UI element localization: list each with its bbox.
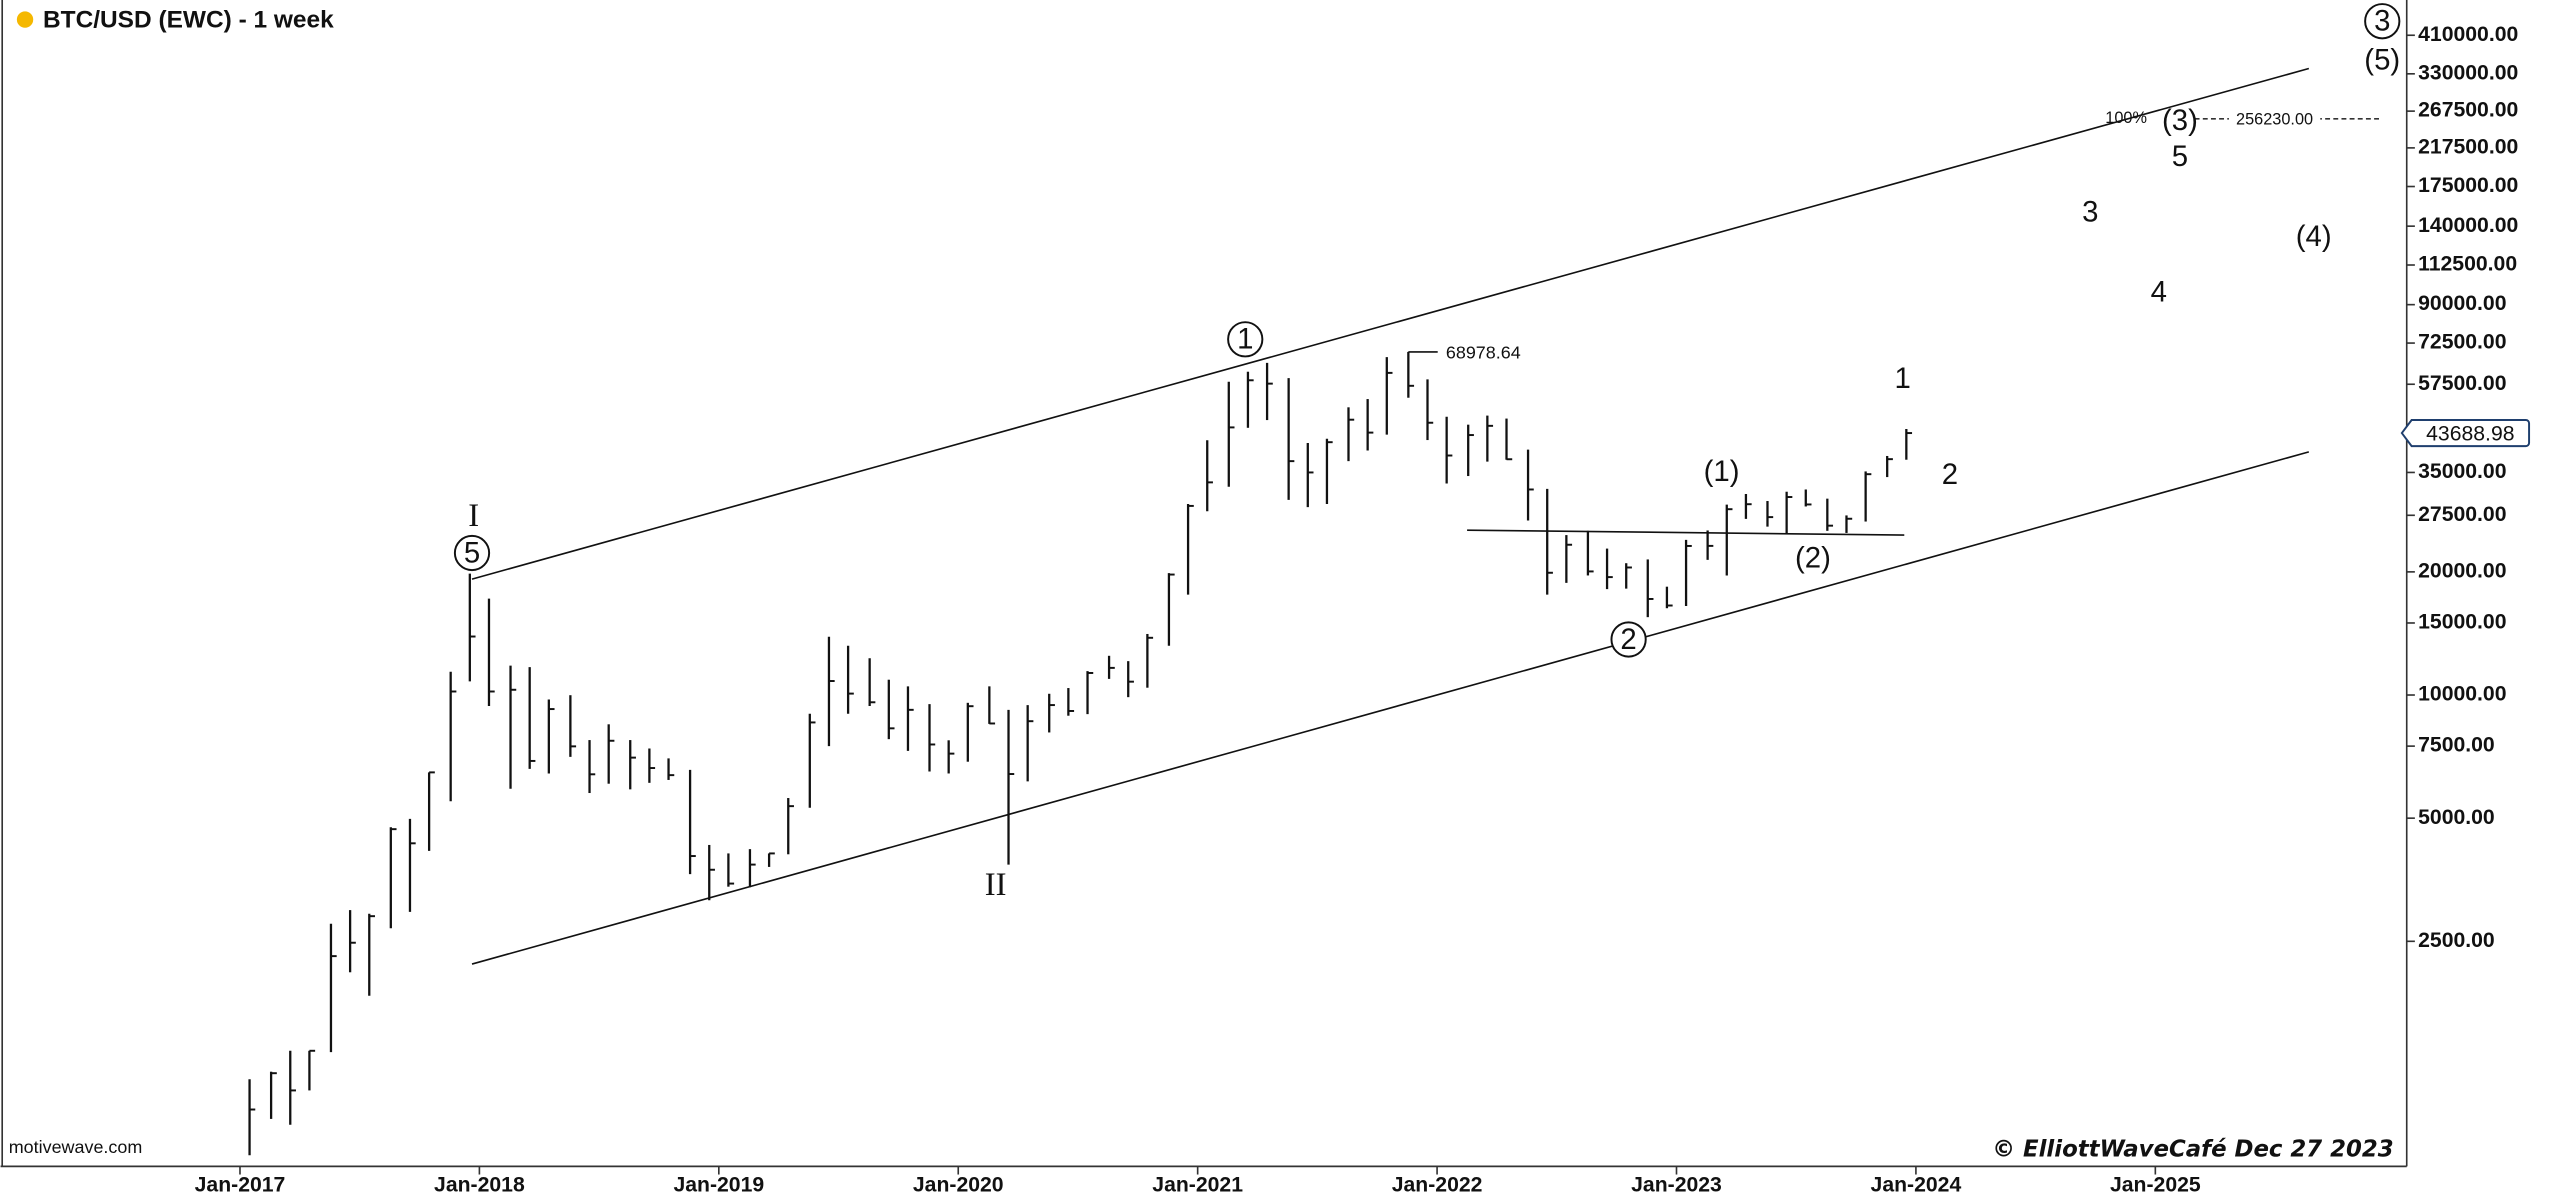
wave-label: (4) <box>2296 220 2332 253</box>
y-tick-label: 15000.00 <box>2418 611 2506 634</box>
wave-label: 2 <box>1942 458 1958 491</box>
wave-label: (3) <box>2162 104 2198 137</box>
y-tick-label: 217500.00 <box>2418 135 2518 158</box>
y-tick-label: 267500.00 <box>2418 99 2518 122</box>
x-tick-label: Jan-2019 <box>673 1174 764 1197</box>
x-tick-label: Jan-2017 <box>195 1174 286 1197</box>
target-label: 256230.00 <box>2236 111 2313 129</box>
y-tick-label: 35000.00 <box>2418 460 2506 483</box>
last-price-label: 43688.98 <box>2426 422 2514 445</box>
y-tick-label: 10000.00 <box>2418 683 2506 706</box>
wave-label: 4 <box>2151 275 2167 308</box>
x-tick-label: Jan-2020 <box>913 1174 1004 1197</box>
wave-label: 5 <box>2172 140 2188 173</box>
wave-label: 3 <box>2082 195 2098 228</box>
wave-label: (1) <box>1704 455 1740 488</box>
y-tick-label: 57500.00 <box>2418 372 2506 395</box>
y-tick-label: 175000.00 <box>2418 174 2518 197</box>
wave-label: 2 <box>1620 623 1636 656</box>
wave-label: 1 <box>1894 362 1910 395</box>
y-tick-label: 2500.00 <box>2418 929 2495 952</box>
wave-label: 5 <box>464 536 480 569</box>
y-tick-label: 20000.00 <box>2418 559 2506 582</box>
y-tick-label: 330000.00 <box>2418 61 2518 84</box>
wave-label: (2) <box>1795 541 1831 574</box>
lower-channel-line <box>471 451 2310 965</box>
x-tick-label: Jan-2024 <box>1871 1174 1962 1197</box>
chart-title: BTC/USD (EWC) - 1 week <box>43 7 334 34</box>
source-label: motivewave.com <box>9 1137 143 1157</box>
x-tick-label: Jan-2021 <box>1152 1174 1243 1197</box>
wave-label: (5) <box>2364 44 2400 77</box>
x-tick-label: Jan-2022 <box>1392 1174 1483 1197</box>
footer-credit: © ElliottWaveCafé Dec 27 2023 <box>1992 1137 2393 1163</box>
wave-circle <box>1227 321 1264 358</box>
wave-circle <box>2364 3 2401 40</box>
x-tick-label: Jan-2023 <box>1631 1174 1722 1197</box>
y-tick-label: 90000.00 <box>2418 292 2506 315</box>
wave-circle <box>1610 621 1647 658</box>
x-tick-label: Jan-2018 <box>434 1174 525 1197</box>
y-tick-label: 72500.00 <box>2418 331 2506 354</box>
y-tick-label: 410000.00 <box>2418 23 2518 46</box>
y-tick-label: 5000.00 <box>2418 806 2495 829</box>
target-percent: 100% <box>2105 109 2147 127</box>
support-line <box>1467 529 1905 536</box>
y-tick-label: 140000.00 <box>2418 214 2518 237</box>
y-tick-label: 112500.00 <box>2418 253 2517 276</box>
target-label-bg <box>2228 107 2321 131</box>
y-tick-label: 7500.00 <box>2418 734 2495 757</box>
wave-label: I <box>468 498 479 534</box>
wave-circle <box>453 534 491 572</box>
last-price-box <box>2400 419 2531 448</box>
x-tick-label: Jan-2025 <box>2110 1174 2201 1197</box>
peak-label: 68978.64 <box>1446 342 1521 362</box>
symbol-dot <box>16 11 34 28</box>
upper-channel-line <box>471 67 2310 580</box>
y-tick-label: 27500.00 <box>2418 503 2506 526</box>
wave-label: II <box>985 867 1007 903</box>
wave-label: 1 <box>1237 323 1253 356</box>
wave-label: 3 <box>2374 5 2390 38</box>
